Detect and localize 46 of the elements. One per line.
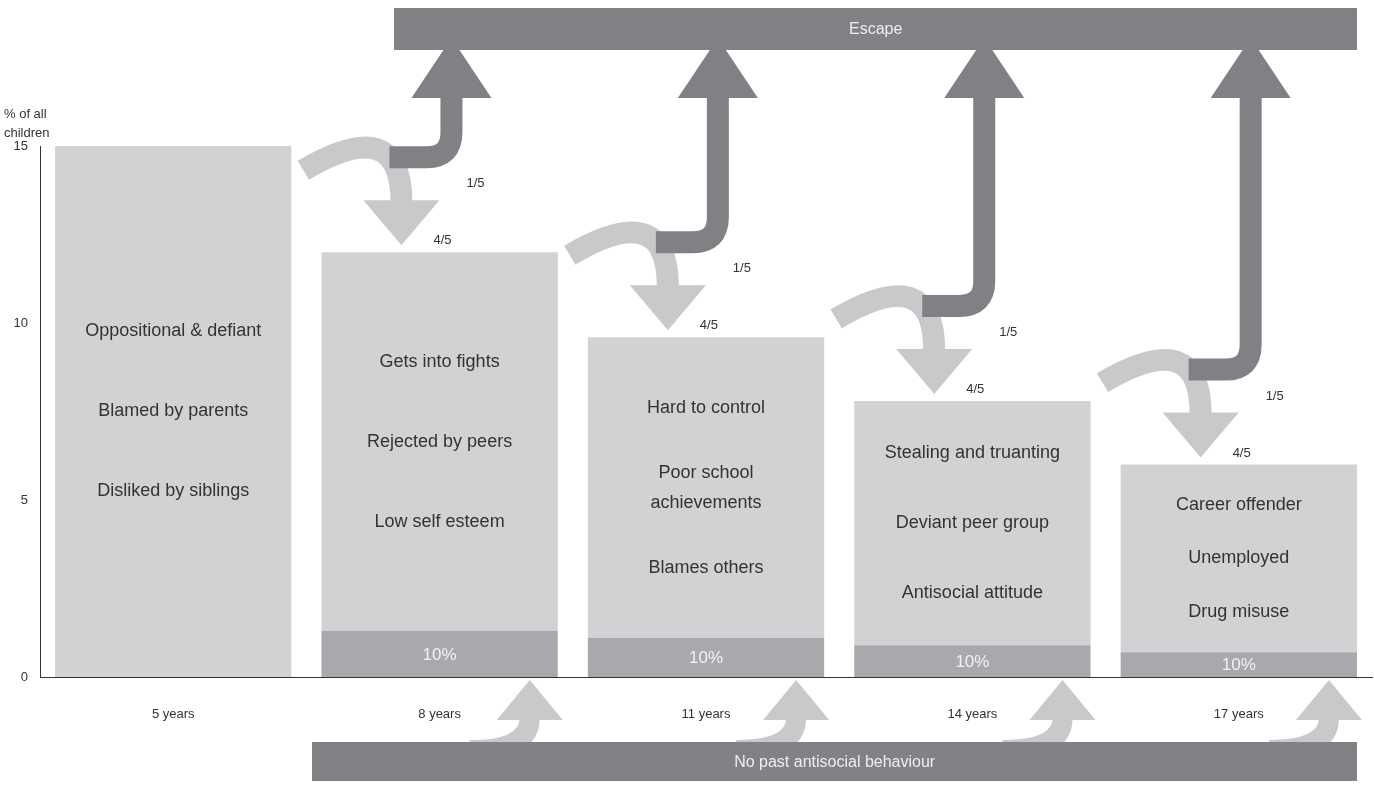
annotation: 4/5 [1232,444,1251,460]
annotation: 10% [1221,655,1256,675]
annotation: Poor school achievements [650,461,762,512]
y-tick-label: 5 [20,491,28,507]
bar [854,645,1091,677]
annotation: Gets into fights [379,350,500,371]
bar [55,146,292,677]
annotation: Career offender [1175,493,1302,514]
annotation: Drug misuse [1188,600,1290,621]
annotation: 1/5 [732,260,751,276]
annotation: 10% [688,648,724,668]
banner: No past antisocial behaviour [312,742,1357,781]
bar [1120,464,1357,653]
y-tick-label: 10 [13,314,28,330]
x-tick-label: 5 years [151,706,196,722]
annotation: Oppositional & defiant [85,320,262,341]
bar [587,638,825,677]
annotation: 4/5 [699,317,718,333]
x-tick-label: 17 years [1213,706,1265,722]
bar [321,252,558,631]
x-tick-label: 8 years [418,706,462,722]
annotation: Rejected by peers [367,430,513,451]
annotation: 1/5 [999,323,1018,339]
y-tick-label: 0 [20,668,28,684]
bar [1120,652,1357,677]
bar [587,337,825,639]
annotation: Unemployed [1188,547,1290,568]
annotation: 4/5 [966,380,985,396]
annotation: Deviant peer group [895,511,1049,532]
annotation: 1/5 [466,175,485,191]
x-tick-label: 14 years [947,706,998,722]
bar [854,400,1091,646]
annotation: 10% [422,644,457,664]
annotation: 4/5 [433,232,452,248]
annotation: Blamed by parents [98,400,249,421]
annotation: Low self esteem [374,510,505,531]
annotation: 10% [955,651,990,671]
bar [321,630,558,677]
annotation: Blames others [648,556,764,577]
annotation: Stealing and truanting [884,442,1060,463]
annotation: Hard to control [646,396,766,417]
annotation: Antisocial attitude [901,581,1043,602]
x-tick-label: 11 years [681,706,731,722]
annotation: Disliked by siblings [97,480,250,501]
banner: Escape [394,8,1357,50]
annotation: 1/5 [1265,387,1284,403]
